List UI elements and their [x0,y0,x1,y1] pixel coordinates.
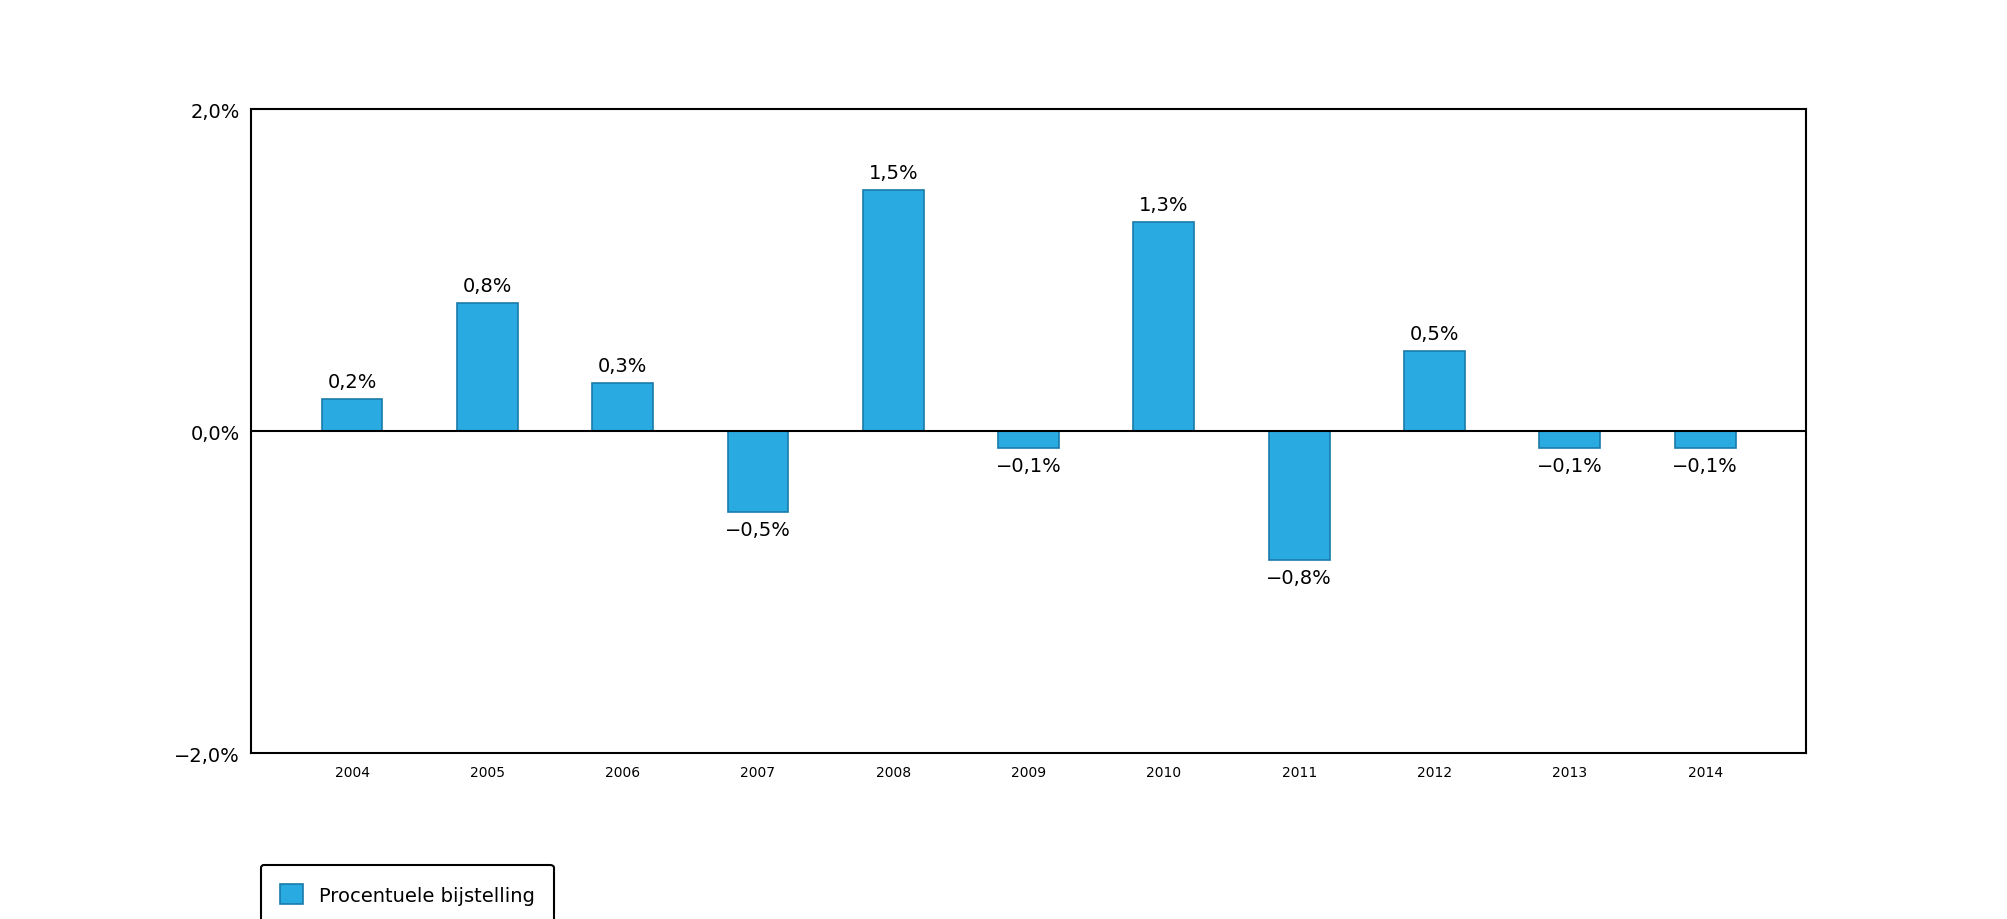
Bar [997,432,1060,448]
Legend: Procentuele bijstelling: Procentuele bijstelling [261,865,554,919]
Text: 0,3%: 0,3% [598,357,648,376]
Bar [1268,432,1331,561]
Text: 1,5%: 1,5% [869,164,917,183]
Bar [321,400,383,432]
Text: 0,2%: 0,2% [327,373,377,391]
Text: −0,1%: −0,1% [995,456,1062,475]
Bar [1134,222,1194,432]
Bar [863,190,923,432]
Text: −0,1%: −0,1% [1537,456,1604,475]
Bar [1539,432,1600,448]
Text: −0,8%: −0,8% [1266,569,1333,587]
Bar [1405,351,1465,432]
Text: 0,5%: 0,5% [1409,324,1459,344]
Bar [592,383,652,432]
Text: 0,8%: 0,8% [464,277,512,295]
Text: −0,5%: −0,5% [725,520,791,539]
Bar [1674,432,1736,448]
Text: −0,1%: −0,1% [1672,456,1738,475]
Bar [727,432,789,512]
Text: 1,3%: 1,3% [1140,196,1188,215]
Bar [458,303,518,432]
